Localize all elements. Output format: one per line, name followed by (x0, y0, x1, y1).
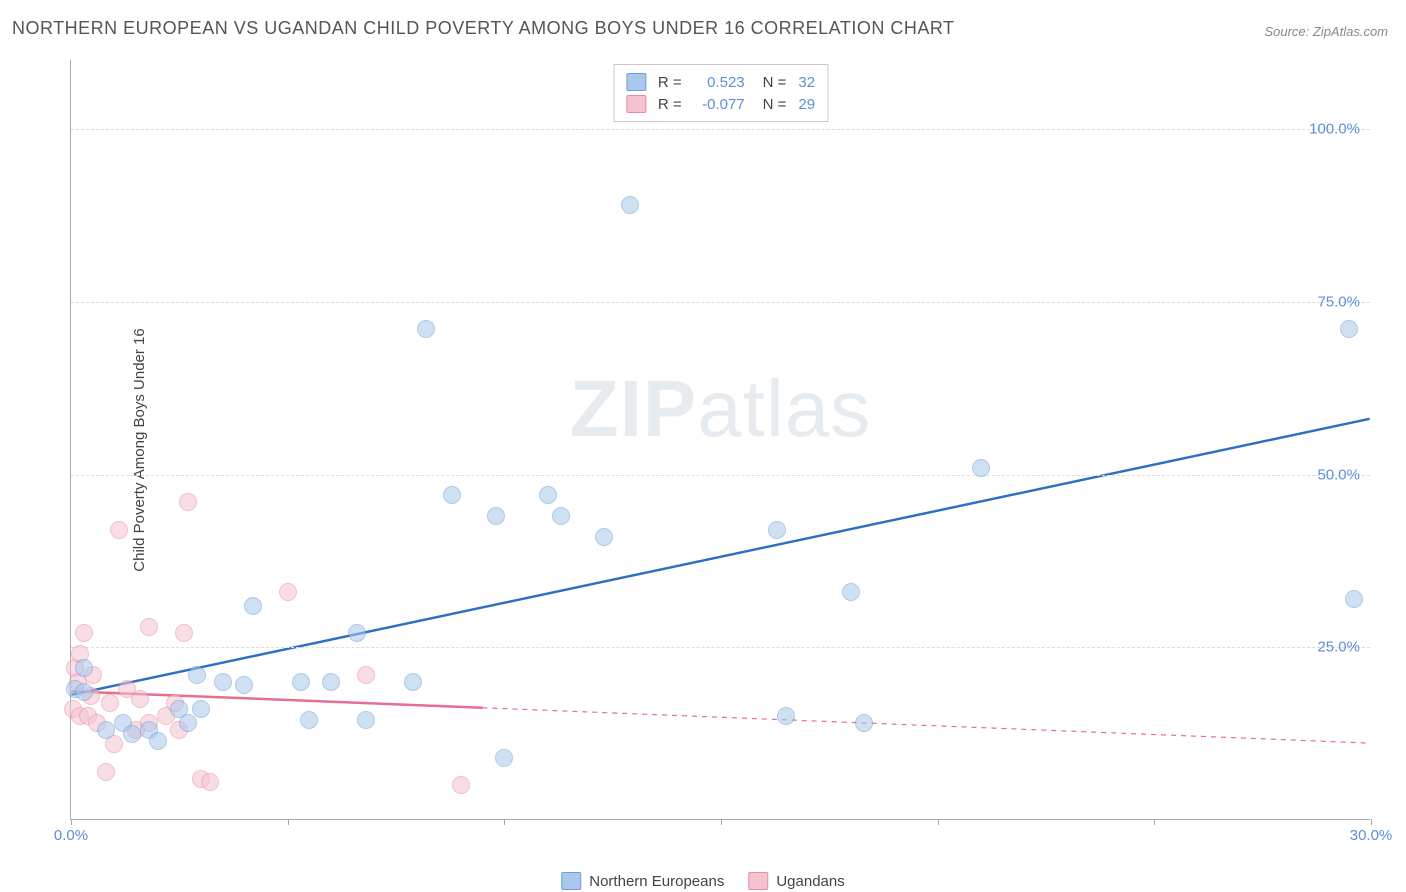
scatter-point-ug (101, 694, 119, 712)
scatter-point-ne (539, 486, 557, 504)
y-tick-label: 75.0% (1317, 293, 1360, 310)
x-tick (721, 819, 722, 825)
scatter-point-ne (235, 676, 253, 694)
scatter-point-ug (179, 493, 197, 511)
x-tick (288, 819, 289, 825)
scatter-point-ug (110, 521, 128, 539)
scatter-point-ug (201, 773, 219, 791)
grid-line (71, 475, 1370, 476)
scatter-point-ne (322, 673, 340, 691)
scatter-point-ug (140, 618, 158, 636)
scatter-point-ne (972, 459, 990, 477)
chart-container: Child Poverty Among Boys Under 16 ZIPatl… (48, 55, 1388, 845)
x-tick (71, 819, 72, 825)
scatter-point-ne (214, 673, 232, 691)
scatter-point-ne (244, 597, 262, 615)
correlation-row-ug: R = -0.077 N = 29 (626, 93, 815, 115)
scatter-point-ug (357, 666, 375, 684)
x-tick (938, 819, 939, 825)
scatter-point-ug (279, 583, 297, 601)
scatter-point-ne (495, 749, 513, 767)
scatter-point-ne (149, 732, 167, 750)
scatter-point-ug (97, 763, 115, 781)
swatch-ug (626, 95, 646, 113)
scatter-point-ne (97, 721, 115, 739)
grid-line (71, 302, 1370, 303)
scatter-point-ne (487, 507, 505, 525)
swatch-ne (626, 73, 646, 91)
legend-label-ug: Ugandans (776, 873, 844, 890)
scatter-point-ne (300, 711, 318, 729)
chart-title: NORTHERN EUROPEAN VS UGANDAN CHILD POVER… (12, 18, 955, 39)
y-tick-label: 25.0% (1317, 639, 1360, 656)
y-tick-label: 50.0% (1317, 466, 1360, 483)
scatter-point-ne (768, 521, 786, 539)
legend-item-ne: Northern Europeans (561, 872, 724, 890)
source-attribution: Source: ZipAtlas.com (1264, 24, 1388, 39)
series-legend: Northern Europeans Ugandans (561, 872, 844, 890)
scatter-point-ne (595, 528, 613, 546)
scatter-point-ug (75, 624, 93, 642)
scatter-point-ne (348, 624, 366, 642)
scatter-point-ne (842, 583, 860, 601)
x-tick (1154, 819, 1155, 825)
scatter-point-ne (188, 666, 206, 684)
legend-label-ne: Northern Europeans (589, 873, 724, 890)
grid-line (71, 647, 1370, 648)
scatter-point-ne (1340, 320, 1358, 338)
x-tick (1371, 819, 1372, 825)
plot-area: ZIPatlas R = 0.523 N = 32 R = -0.077 N =… (70, 60, 1370, 820)
scatter-point-ug (131, 690, 149, 708)
scatter-point-ne (777, 707, 795, 725)
x-tick (504, 819, 505, 825)
regression-lines (71, 60, 1370, 819)
legend-swatch-ug (748, 872, 768, 890)
scatter-point-ne (179, 714, 197, 732)
scatter-point-ne (855, 714, 873, 732)
scatter-point-ne (357, 711, 375, 729)
legend-item-ug: Ugandans (748, 872, 844, 890)
legend-swatch-ne (561, 872, 581, 890)
scatter-point-ug (175, 624, 193, 642)
watermark: ZIPatlas (570, 363, 871, 455)
scatter-point-ne (75, 683, 93, 701)
scatter-point-ne (123, 725, 141, 743)
grid-line (71, 129, 1370, 130)
scatter-point-ug (452, 776, 470, 794)
x-tick-label: 30.0% (1350, 827, 1393, 844)
scatter-point-ne (192, 700, 210, 718)
scatter-point-ne (621, 196, 639, 214)
scatter-point-ne (404, 673, 422, 691)
scatter-point-ne (75, 659, 93, 677)
scatter-point-ne (1345, 590, 1363, 608)
scatter-point-ne (552, 507, 570, 525)
correlation-row-ne: R = 0.523 N = 32 (626, 71, 815, 93)
y-tick-label: 100.0% (1309, 121, 1360, 138)
scatter-point-ne (417, 320, 435, 338)
correlation-legend: R = 0.523 N = 32 R = -0.077 N = 29 (613, 64, 828, 122)
x-tick-label: 0.0% (54, 827, 88, 844)
scatter-point-ne (292, 673, 310, 691)
scatter-point-ne (443, 486, 461, 504)
